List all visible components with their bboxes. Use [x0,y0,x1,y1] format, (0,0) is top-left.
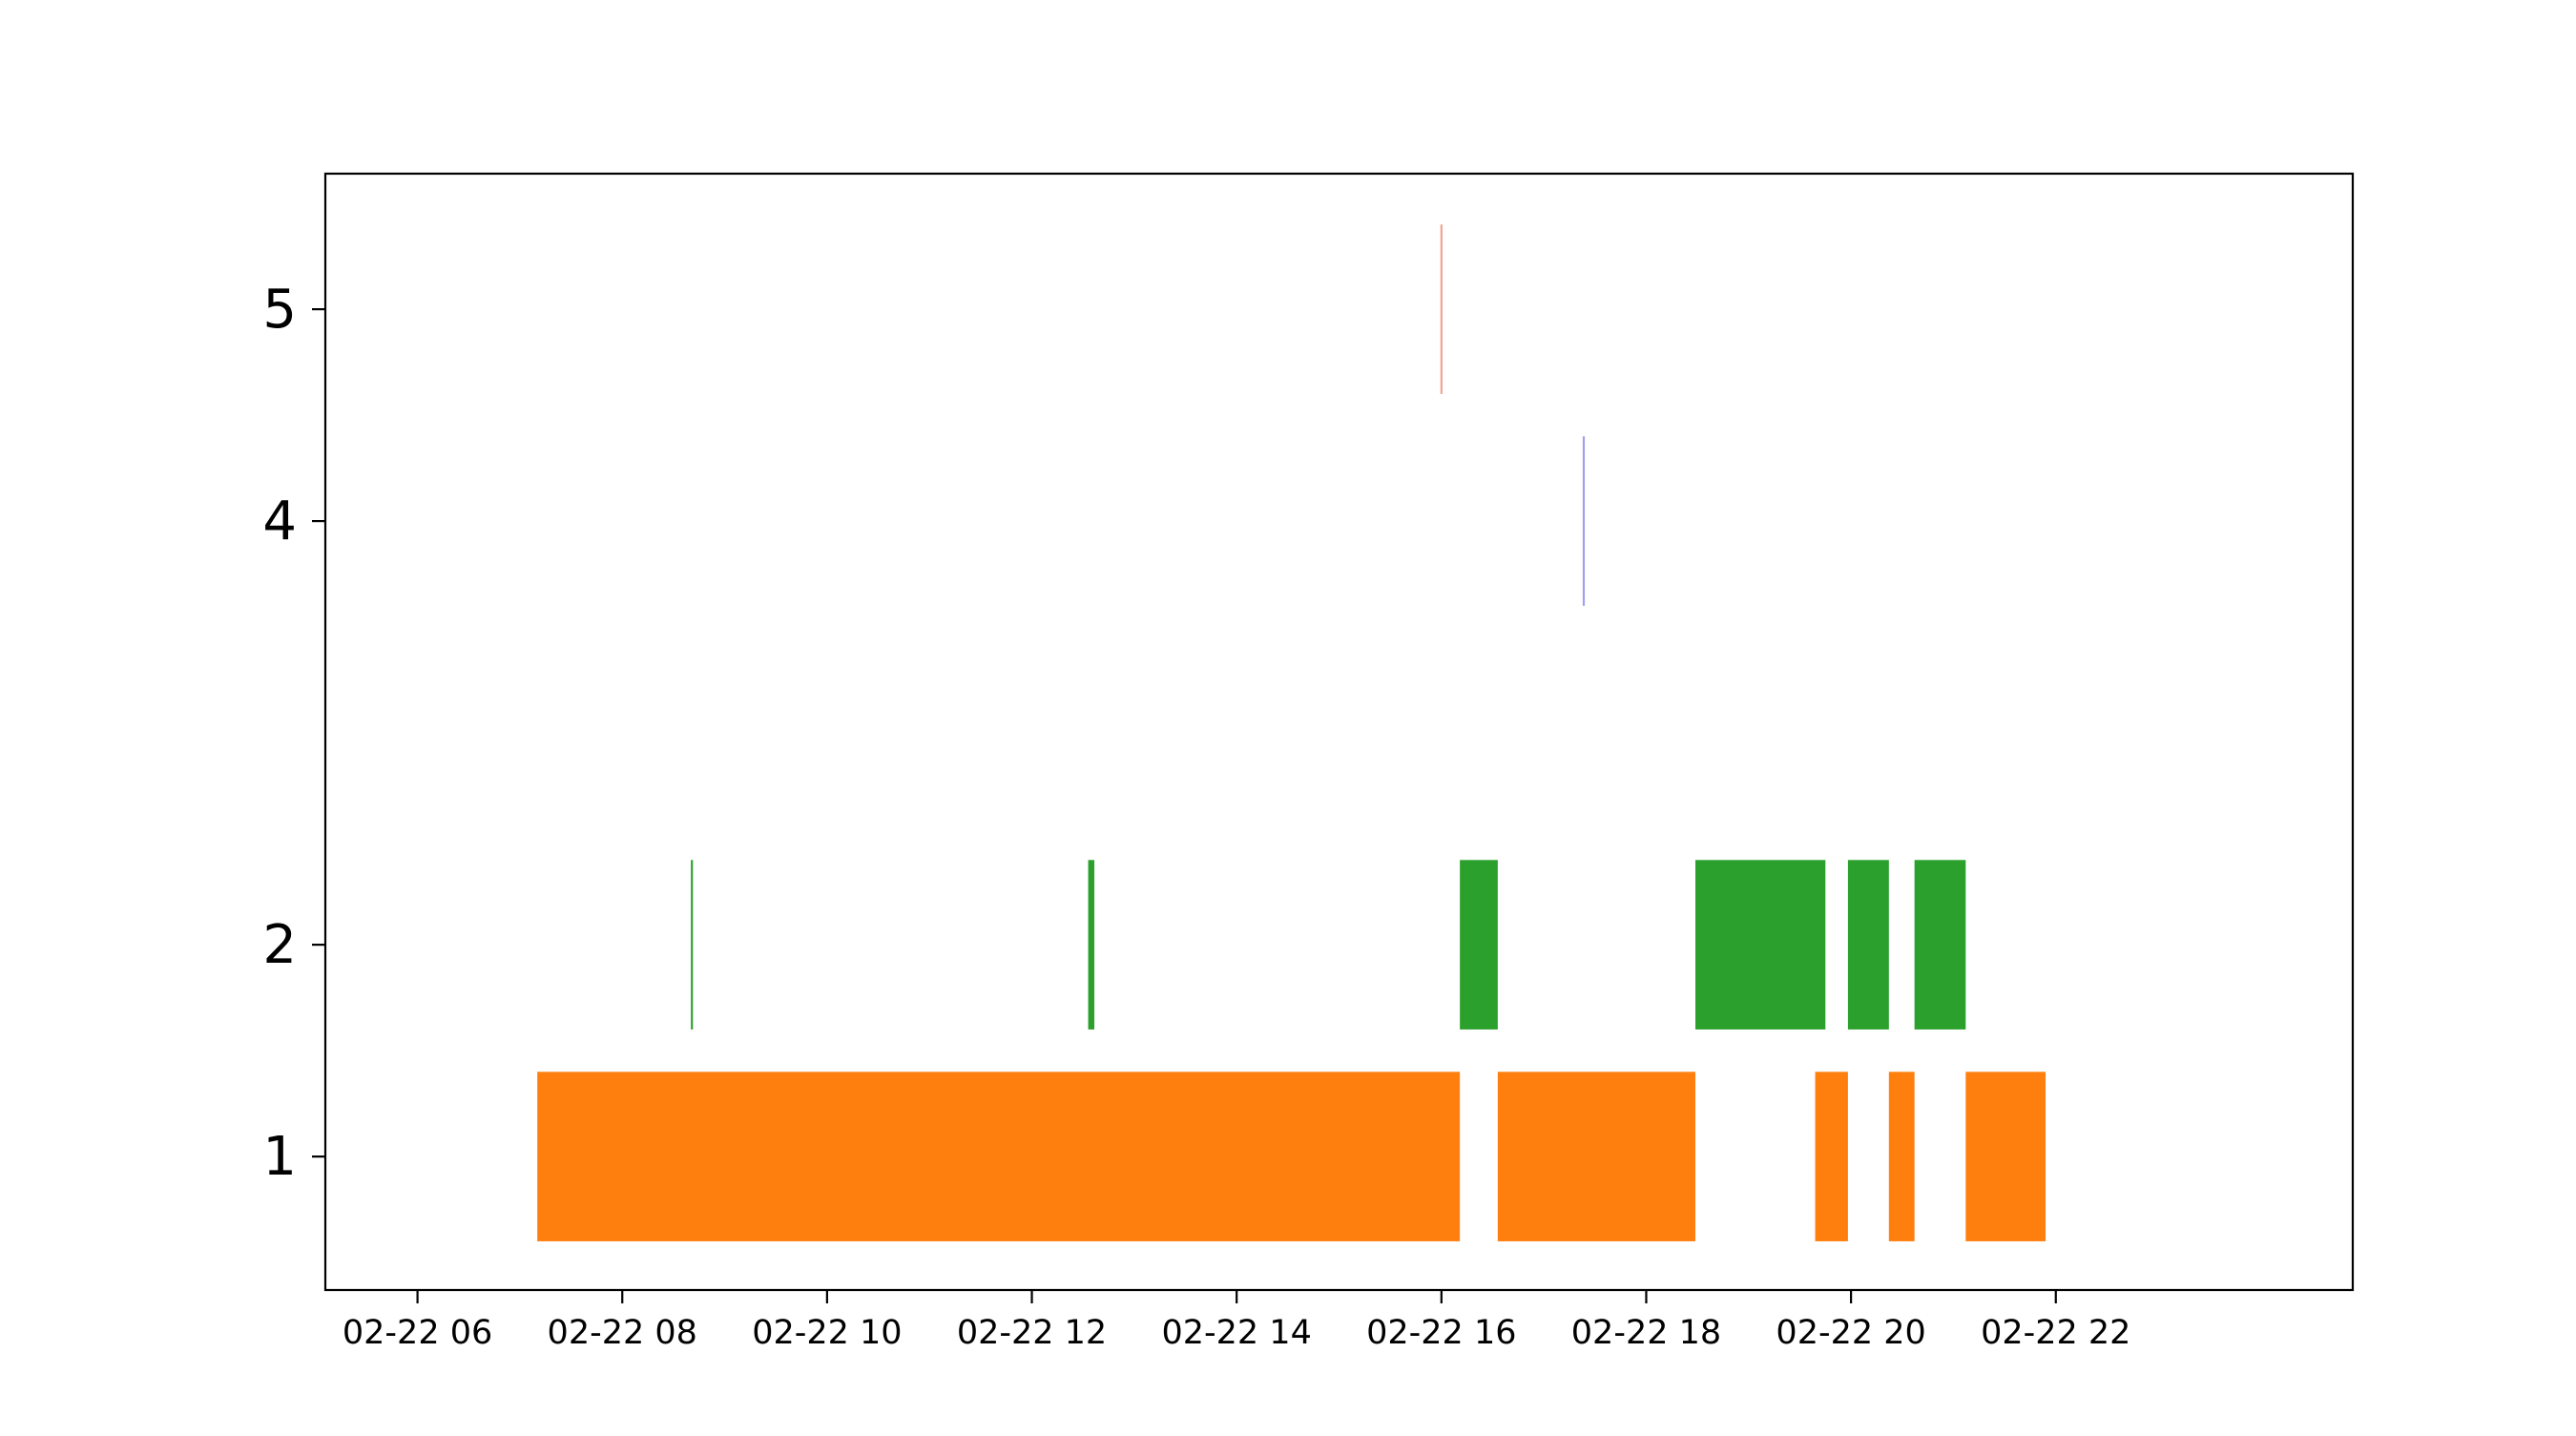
bar-segment-y2-3 [1694,860,1826,1030]
x-tick-label-4: 02-22 14 [1161,1314,1311,1352]
y-tick-label-1: 2 [262,914,297,976]
axes-layer: 02-22 06 02-22 08 02-22 10 02-22 12 02-22 14… [262,172,2355,1352]
bar-segment-y5-0 [1440,224,1443,394]
bar-segment-y2-5 [1914,860,1966,1030]
bar-segment-y1-2 [1815,1072,1848,1241]
bar-segment-y4-0 [1582,436,1586,606]
bar-segment-y1-0 [537,1072,1461,1241]
y-tick-label-0: 1 [262,1126,297,1188]
x-tick-label-6: 02-22 18 [1571,1314,1721,1352]
y-tick-label-2: 4 [262,490,297,552]
y-tick-label-3: 5 [262,279,297,341]
bar-segment-y2-2 [1460,860,1498,1030]
bar-segment-y1-4 [1965,1072,2046,1241]
x-tick-label-5: 02-22 16 [1366,1314,1516,1352]
bar-segment-y2-1 [1088,860,1094,1030]
x-tick-label-3: 02-22 12 [957,1314,1107,1352]
x-tick-label-7: 02-22 20 [1776,1314,1925,1352]
bar-segment-y1-3 [1888,1072,1915,1241]
bars-layer [537,224,2046,1241]
x-tick-label-0: 02-22 06 [343,1314,492,1352]
plot-frame [323,172,2355,1292]
x-tick-label-1: 02-22 08 [548,1314,697,1352]
bar-segment-y2-4 [1847,860,1889,1030]
x-tick-label-2: 02-22 10 [752,1314,902,1352]
bar-segment-y2-0 [691,860,694,1030]
bar-segment-y1-1 [1497,1072,1695,1241]
x-tick-label-8: 02-22 22 [1981,1314,2130,1352]
